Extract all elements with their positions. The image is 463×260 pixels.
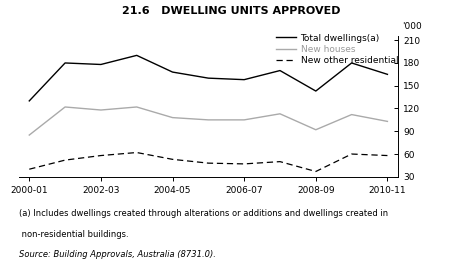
New houses <box>349 113 354 116</box>
New houses <box>206 118 211 121</box>
New other residential <box>349 152 354 155</box>
New houses <box>241 118 247 121</box>
Total dwellings(a) <box>63 61 68 64</box>
Text: (a) Includes dwellings created through alterations or additions and dwellings cr: (a) Includes dwellings created through a… <box>19 209 388 218</box>
New other residential <box>385 154 390 157</box>
Text: non-residential buildings.: non-residential buildings. <box>19 230 128 239</box>
New other residential <box>63 159 68 162</box>
Line: New houses: New houses <box>29 107 388 135</box>
New other residential <box>206 161 211 165</box>
Total dwellings(a) <box>170 70 175 74</box>
New other residential <box>98 154 104 157</box>
New houses <box>98 108 104 112</box>
Line: New other residential: New other residential <box>29 153 388 172</box>
Total dwellings(a) <box>349 61 354 64</box>
Text: '000: '000 <box>402 22 422 31</box>
Total dwellings(a) <box>241 78 247 81</box>
Total dwellings(a) <box>134 54 139 57</box>
Text: 21.6   DWELLING UNITS APPROVED: 21.6 DWELLING UNITS APPROVED <box>122 6 341 16</box>
Total dwellings(a) <box>313 89 319 93</box>
Total dwellings(a) <box>206 77 211 80</box>
New other residential <box>241 162 247 165</box>
New houses <box>170 116 175 119</box>
Total dwellings(a) <box>26 99 32 102</box>
New houses <box>134 105 139 108</box>
Total dwellings(a) <box>385 73 390 76</box>
Legend: Total dwellings(a), New houses, New other residential: Total dwellings(a), New houses, New othe… <box>276 34 398 65</box>
Text: Source: Building Approvals, Australia (8731.0).: Source: Building Approvals, Australia (8… <box>19 250 215 259</box>
New houses <box>63 105 68 108</box>
New other residential <box>277 160 283 163</box>
Line: Total dwellings(a): Total dwellings(a) <box>29 55 388 101</box>
New houses <box>277 112 283 115</box>
New other residential <box>26 168 32 171</box>
New other residential <box>313 170 319 173</box>
New houses <box>26 133 32 136</box>
New other residential <box>134 151 139 154</box>
New houses <box>385 120 390 123</box>
Total dwellings(a) <box>277 69 283 72</box>
New other residential <box>170 158 175 161</box>
New houses <box>313 128 319 131</box>
Total dwellings(a) <box>98 63 104 66</box>
